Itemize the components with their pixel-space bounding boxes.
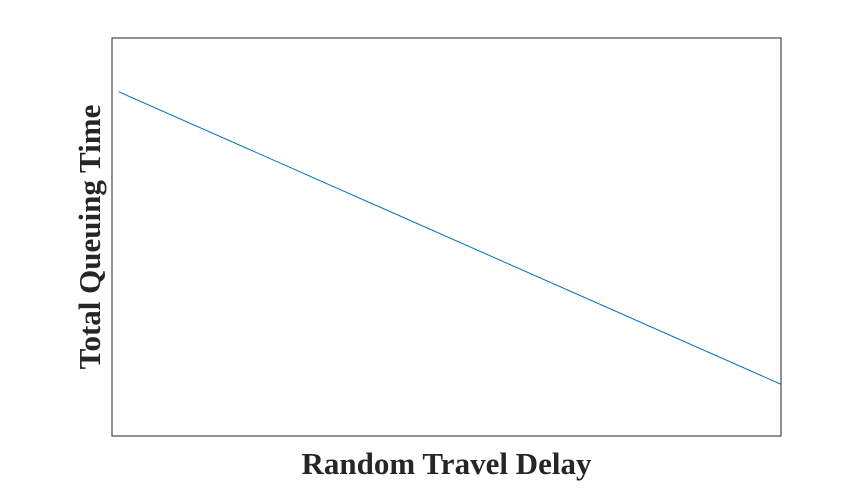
series-line-1 xyxy=(118,91,782,385)
y-axis-title: Total Queuing Time xyxy=(72,105,107,370)
series-layer xyxy=(118,91,782,385)
x-axis-title: Random Travel Delay xyxy=(302,446,592,481)
